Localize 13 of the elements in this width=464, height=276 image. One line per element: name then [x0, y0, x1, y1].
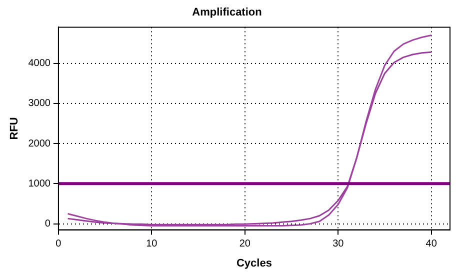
- x-tick-label: 0: [56, 238, 62, 250]
- x-axis-title: Cycles: [236, 257, 272, 270]
- y-tick-label: 1000: [28, 178, 51, 190]
- x-tick-label: 10: [146, 238, 158, 250]
- y-axis-title: RFU: [8, 117, 21, 140]
- x-tick-label: 30: [332, 238, 344, 250]
- y-tick-label: 2000: [28, 138, 51, 150]
- y-tick-label: 4000: [28, 58, 51, 70]
- x-tick-label: 20: [239, 238, 251, 250]
- y-tick-label: 3000: [28, 98, 51, 110]
- chart-title: Amplification: [192, 6, 262, 19]
- x-tick-label: 40: [426, 238, 438, 250]
- y-tick-label: 0: [44, 218, 51, 230]
